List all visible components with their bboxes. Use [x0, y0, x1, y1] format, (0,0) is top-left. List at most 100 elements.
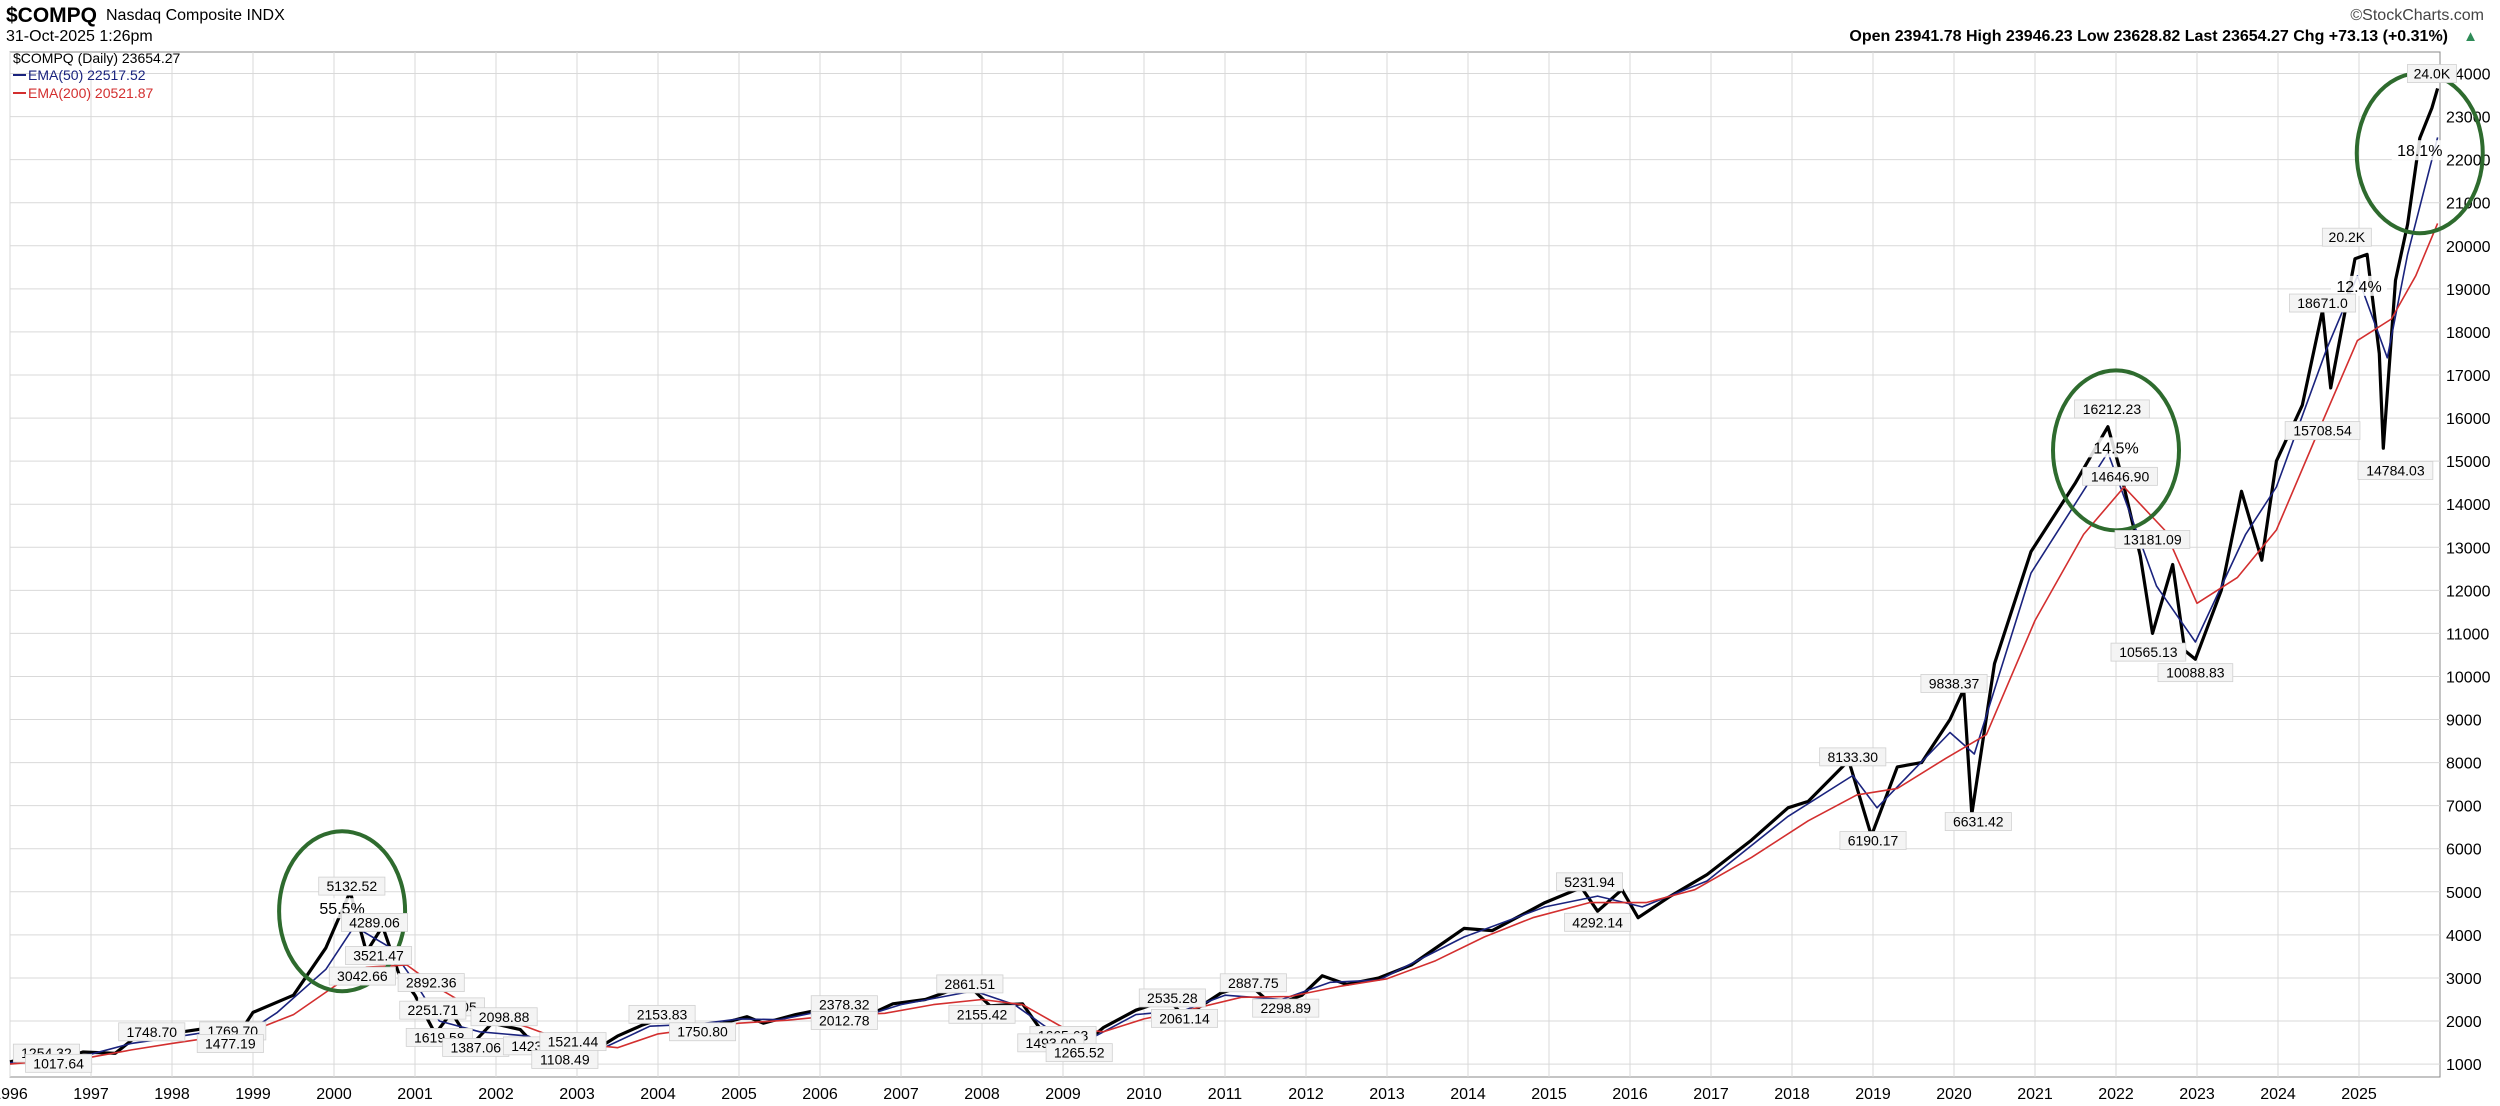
value-label: 1748.70: [126, 1024, 177, 1040]
symbol-title: $COMPQ: [6, 4, 98, 27]
y-tick-label: 18000: [2446, 325, 2491, 342]
value-label-bg: [118, 1022, 186, 1042]
value-label: 3042.66: [337, 968, 388, 984]
legend-price: $COMPQ (Daily) 23654.27: [13, 50, 181, 66]
y-tick-label: 5000: [2446, 885, 2482, 902]
value-label: 4289.06: [349, 914, 400, 930]
value-label-bg: [2289, 293, 2357, 313]
highlight-circle: [277, 829, 408, 994]
value-label-bg: [1219, 973, 1287, 993]
value-label: 2861.51: [945, 976, 996, 992]
x-axis: 1996 1997 1998 1999 2000 2001 2002 2003 2004 2005…: [0, 1086, 2377, 1103]
up-arrow-icon: ▲: [2463, 28, 2478, 45]
y-tick-label: 20000: [2446, 239, 2491, 256]
x-tick-label: 2014: [1450, 1086, 1486, 1103]
value-label-bg: [1151, 1008, 1219, 1028]
value-label: 13181.09: [2123, 531, 2182, 547]
value-label: 24.0K: [2414, 66, 2451, 82]
y-tick-label: 8000: [2446, 756, 2482, 773]
y-tick-label: 3000: [2446, 971, 2482, 988]
percent-annotation: 18.1%: [2397, 143, 2442, 160]
value-label-bg: [2321, 227, 2372, 247]
y-tick-label: 2000: [2446, 1014, 2482, 1031]
value-label-bg: [328, 966, 396, 986]
value-label-bg: [810, 1011, 878, 1030]
value-label: 2251.71: [408, 1002, 459, 1018]
value-label-bg: [318, 876, 386, 896]
value-label-bg: [397, 973, 465, 992]
value-label-bg: [25, 1053, 93, 1073]
value-label: 8133.30: [1827, 749, 1878, 765]
value-label-bg: [628, 1004, 696, 1024]
value-label: 6631.42: [1953, 814, 2004, 830]
y-tick-label: 17000: [2446, 368, 2491, 385]
y-tick-label: 22000: [2446, 153, 2491, 170]
index-name: Nasdaq Composite INDX: [106, 7, 285, 24]
value-label: 2535.28: [1147, 990, 1198, 1006]
x-tick-label: 2019: [1855, 1086, 1891, 1103]
x-tick-label: 2004: [640, 1086, 676, 1103]
value-label-bg: [936, 974, 1004, 994]
x-tick-label: 2001: [397, 1086, 433, 1103]
value-label-bg: [470, 1007, 538, 1027]
y-tick-label: 15000: [2446, 454, 2491, 471]
value-label: 18671.0: [2297, 295, 2348, 311]
value-label-bg: [2284, 421, 2361, 441]
value-label: 3521.47: [353, 947, 404, 963]
value-label: 1108.49: [540, 1051, 590, 1067]
value-label: 2153.83: [637, 1006, 688, 1022]
x-tick-label: 2007: [883, 1086, 919, 1103]
percent-annotation: 14.5%: [2093, 440, 2138, 457]
value-label-bg: [1839, 831, 1907, 850]
value-label: 2061.14: [1159, 1010, 1210, 1026]
value-label-bg: [1920, 674, 1988, 693]
x-tick-label: 1997: [73, 1086, 109, 1103]
value-label-bg: [1564, 912, 1632, 932]
value-label: 2378.32: [819, 997, 870, 1013]
x-tick-label: 2016: [1612, 1086, 1648, 1103]
value-label: 2012.78: [819, 1012, 870, 1028]
y-tick-label: 12000: [2446, 583, 2491, 600]
x-tick-label: 2022: [2098, 1086, 2134, 1103]
x-tick-label: 2006: [802, 1086, 838, 1103]
value-label-bg: [948, 1004, 1016, 1024]
value-label: 14646.90: [2091, 468, 2150, 484]
x-tick-label: 1996: [0, 1086, 28, 1103]
value-label-bg: [340, 913, 408, 932]
value-label: 2098.88: [479, 1009, 530, 1025]
value-label: 6190.17: [1848, 833, 1899, 849]
value-label-bg: [1556, 872, 1624, 892]
value-label: 1017.64: [33, 1055, 84, 1071]
value-label: 5231.94: [1564, 874, 1615, 890]
value-label-bg: [2157, 663, 2234, 683]
x-tick-label: 2000: [316, 1086, 352, 1103]
annotation-bg: [2331, 275, 2387, 296]
x-tick-label: 2012: [1288, 1086, 1324, 1103]
x-tick-label: 2011: [1208, 1086, 1243, 1103]
y-tick-label: 19000: [2446, 282, 2491, 299]
value-label: 2887.75: [1228, 975, 1279, 991]
value-label: 1265.52: [1054, 1045, 1105, 1061]
value-label: 14784.03: [2366, 462, 2425, 478]
value-label: 10088.83: [2166, 665, 2225, 681]
value-label: 4292.14: [1572, 914, 1623, 930]
value-label: 1477.19: [205, 1036, 256, 1052]
value-label: 20.2K: [2329, 229, 2366, 245]
x-tick-label: 2009: [1045, 1086, 1081, 1103]
value-label: 15708.54: [2293, 423, 2352, 439]
value-label-bg: [345, 946, 413, 965]
legend-ema200: EMA(200) 20521.87: [28, 85, 154, 101]
y-tick-label: 7000: [2446, 799, 2482, 816]
y-tick-label: 1000: [2446, 1057, 2482, 1074]
value-label-bg: [1138, 988, 1206, 1008]
y-tick-label: 9000: [2446, 713, 2482, 730]
x-tick-label: 2010: [1126, 1086, 1162, 1103]
y-tick-label: 10000: [2446, 669, 2491, 686]
value-label-bg: [2406, 64, 2457, 83]
x-tick-label: 2013: [1369, 1086, 1405, 1103]
y-tick-label: 14000: [2446, 497, 2491, 514]
stockcharts-watermark: ©StockCharts.com: [2350, 7, 2484, 24]
legend: $COMPQ (Daily) 23654.27 EMA(50) 22517.52…: [13, 50, 181, 101]
